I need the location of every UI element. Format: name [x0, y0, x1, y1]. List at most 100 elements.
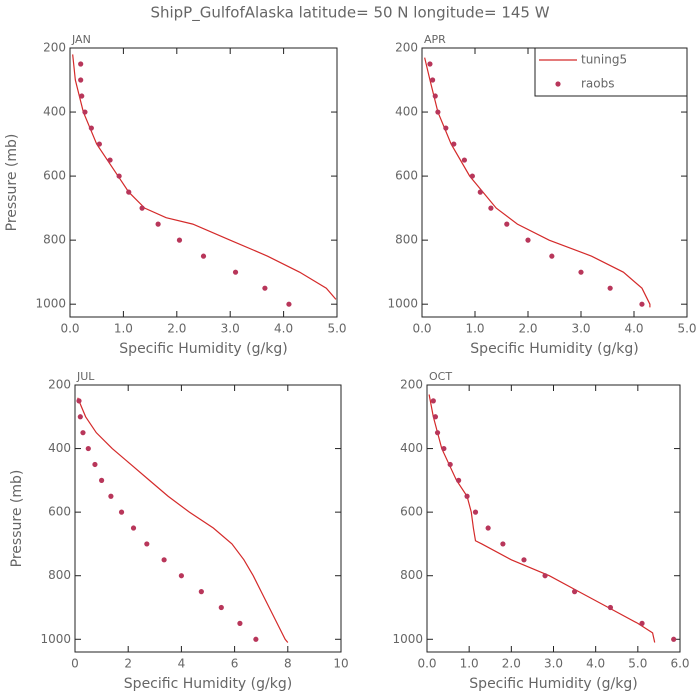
x-tick-label: 8 [284, 657, 292, 671]
point [456, 477, 462, 483]
point [464, 493, 470, 499]
y-tick-label: 400 [395, 105, 418, 119]
line [77, 397, 289, 643]
point [434, 430, 441, 436]
point [232, 269, 239, 275]
y-tick-label: 200 [400, 378, 423, 392]
point [521, 557, 527, 563]
legend-label: tuning5 [581, 53, 627, 67]
y-tick-label: 1000 [40, 632, 71, 646]
point [218, 604, 224, 611]
y-axis-label: Pressure (mb) [9, 470, 25, 568]
line [72, 54, 337, 300]
y-tick-label: 200 [48, 378, 71, 392]
x-tick-label: 5.0 [628, 657, 647, 671]
point [116, 173, 122, 179]
point [542, 573, 548, 579]
x-axis-label: Specific Humidity (g/kg) [470, 341, 638, 357]
point [443, 125, 449, 131]
point [78, 61, 84, 67]
x-tick-label: 3.0 [221, 322, 240, 336]
point [469, 173, 475, 179]
y-tick-label: 400 [400, 441, 423, 455]
point [161, 557, 167, 563]
panel-title: JAN [71, 33, 91, 46]
point [126, 189, 132, 195]
point [79, 93, 85, 99]
x-tick-label: 3.0 [544, 657, 563, 671]
point [92, 461, 98, 468]
x-axis-label: Specific Humidity (g/kg) [124, 676, 292, 692]
point [85, 445, 91, 452]
panel-title: JUL [76, 370, 95, 383]
x-tick-label: 4.0 [624, 322, 643, 336]
point [430, 77, 436, 83]
point [435, 109, 441, 115]
point [118, 509, 125, 515]
point [139, 205, 145, 211]
point [477, 189, 483, 195]
point [76, 398, 82, 404]
y-tick-label: 400 [48, 441, 71, 455]
x-tick-label: 5.0 [327, 322, 346, 336]
y-tick-label: 600 [400, 505, 423, 519]
legend-box [534, 47, 688, 97]
point [571, 589, 578, 595]
point [504, 221, 510, 227]
y-tick-label: 800 [43, 233, 66, 247]
x-tick-label: 0.0 [417, 657, 436, 671]
point [253, 636, 259, 642]
y-tick-label: 200 [43, 41, 66, 55]
x-tick-label: 5.0 [677, 322, 696, 336]
y-tick-label: 600 [43, 169, 66, 183]
point [130, 525, 137, 531]
point [78, 77, 84, 83]
legend-label: raobs [581, 77, 615, 91]
x-tick-label: 6.0 [670, 657, 689, 671]
legend-dot [555, 81, 561, 87]
plot-frame [74, 384, 342, 653]
x-tick-label: 0.0 [60, 322, 79, 336]
point [96, 141, 102, 147]
point [607, 604, 614, 611]
x-axis-label: Specific Humidity (g/kg) [469, 676, 637, 692]
point [549, 253, 555, 259]
point [77, 414, 83, 420]
panel-title: OCT [429, 370, 452, 383]
x-tick-label: 2.0 [518, 322, 537, 336]
point [461, 157, 467, 163]
point [198, 589, 204, 595]
x-tick-label: 4 [178, 657, 186, 671]
y-axis-label: Pressure (mb) [4, 134, 20, 232]
point [200, 253, 207, 259]
point [500, 541, 506, 547]
line [428, 394, 656, 643]
point [639, 620, 645, 626]
point [237, 620, 243, 626]
x-axis-label: Specific Humidity (g/kg) [119, 341, 287, 357]
point [88, 125, 94, 131]
x-tick-label: 1.0 [460, 657, 479, 671]
point [108, 493, 114, 499]
x-tick-label: 0.0 [412, 322, 431, 336]
point [430, 398, 436, 404]
point [447, 461, 453, 468]
point [432, 414, 439, 420]
point [472, 509, 479, 515]
point [176, 237, 183, 243]
y-tick-label: 400 [43, 105, 66, 119]
point [578, 269, 584, 275]
point [451, 141, 457, 147]
point [82, 109, 88, 115]
point [671, 636, 677, 642]
x-tick-label: 2.0 [502, 657, 521, 671]
x-tick-label: 6 [231, 657, 239, 671]
y-tick-label: 800 [400, 568, 423, 582]
point [525, 237, 531, 243]
point [432, 93, 438, 99]
point [262, 285, 268, 291]
point [485, 525, 491, 531]
y-tick-label: 1000 [392, 632, 423, 646]
x-tick-label: 10 [333, 657, 348, 671]
x-tick-label: 1.0 [465, 322, 484, 336]
